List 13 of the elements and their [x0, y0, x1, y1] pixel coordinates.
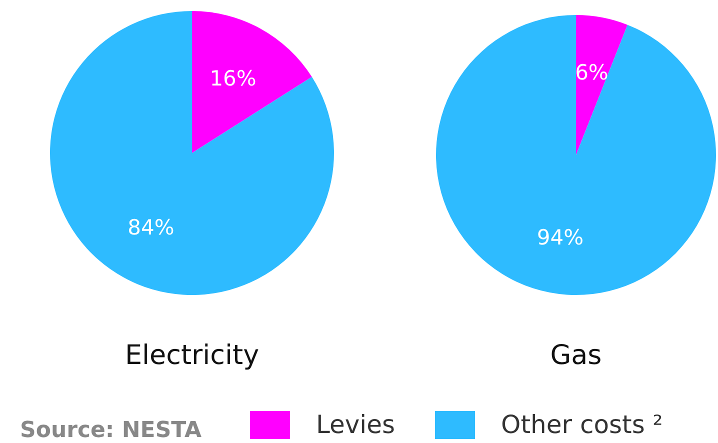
source-note: Source: NESTA: [20, 418, 202, 443]
data-label: 84%: [128, 216, 174, 240]
text: Gas: [549, 340, 603, 371]
legend-label: Levies: [316, 410, 396, 439]
pie-slice: [50, 11, 334, 295]
pie-slice: [192, 11, 312, 153]
legend-label: Other costs ²: [501, 410, 663, 439]
data-label: 6%: [575, 60, 608, 84]
pie-slice: [436, 15, 716, 295]
data-label: 94%: [536, 226, 584, 250]
data-label: 16%: [210, 66, 256, 90]
pie-slice: [576, 15, 628, 155]
text: Electricity: [124, 340, 260, 371]
